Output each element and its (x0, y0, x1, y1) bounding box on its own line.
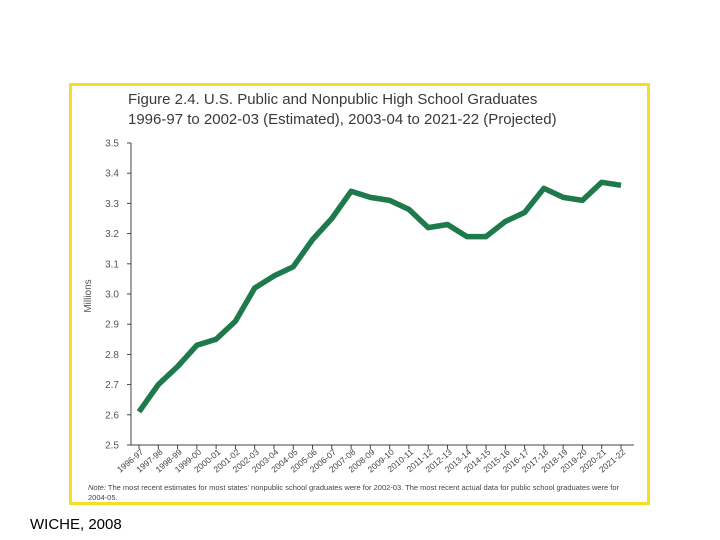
y-axis: 2.5 2.6 2.7 2.8 2.9 3.0 3.1 3.2 3.3 3.4 3.5 (105, 139, 132, 452)
y-tick-label: 2.5 (105, 441, 119, 452)
y-tick-label: 3.0 (105, 290, 119, 301)
chart-note: Note: The most recent estimates for most… (88, 483, 636, 503)
series-group (136, 179, 622, 414)
chart-title: Figure 2.4. U.S. Public and Nonpublic Hi… (128, 90, 628, 130)
y-tick-label: 2.8 (105, 350, 119, 361)
y-axis-title: Millions (83, 279, 94, 312)
chart-title-line-1: Figure 2.4. U.S. Public and Nonpublic Hi… (128, 91, 538, 108)
series-line (136, 179, 622, 414)
chart-note-label: Note: (88, 483, 106, 492)
y-tick-label: 2.6 (105, 410, 119, 421)
y-tick-label: 3.1 (105, 259, 119, 270)
y-tick-label: 3.3 (105, 199, 119, 210)
y-tick-label: 3.2 (105, 229, 119, 240)
source-citation: WICHE, 2008 (30, 516, 122, 533)
chart-note-text: The most recent estimates for most state… (88, 483, 620, 502)
x-axis: 1996-971997-981998-991999-002000-012001-… (115, 444, 634, 475)
y-tick-label: 2.7 (105, 380, 119, 391)
chart-title-line-2: 1996-97 to 2002-03 (Estimated), 2003-04 … (128, 111, 557, 128)
y-tick-label: 3.4 (105, 169, 119, 180)
y-tick-label: 3.5 (105, 139, 119, 150)
y-tick-label: 2.9 (105, 320, 119, 331)
figure-frame (69, 83, 650, 505)
